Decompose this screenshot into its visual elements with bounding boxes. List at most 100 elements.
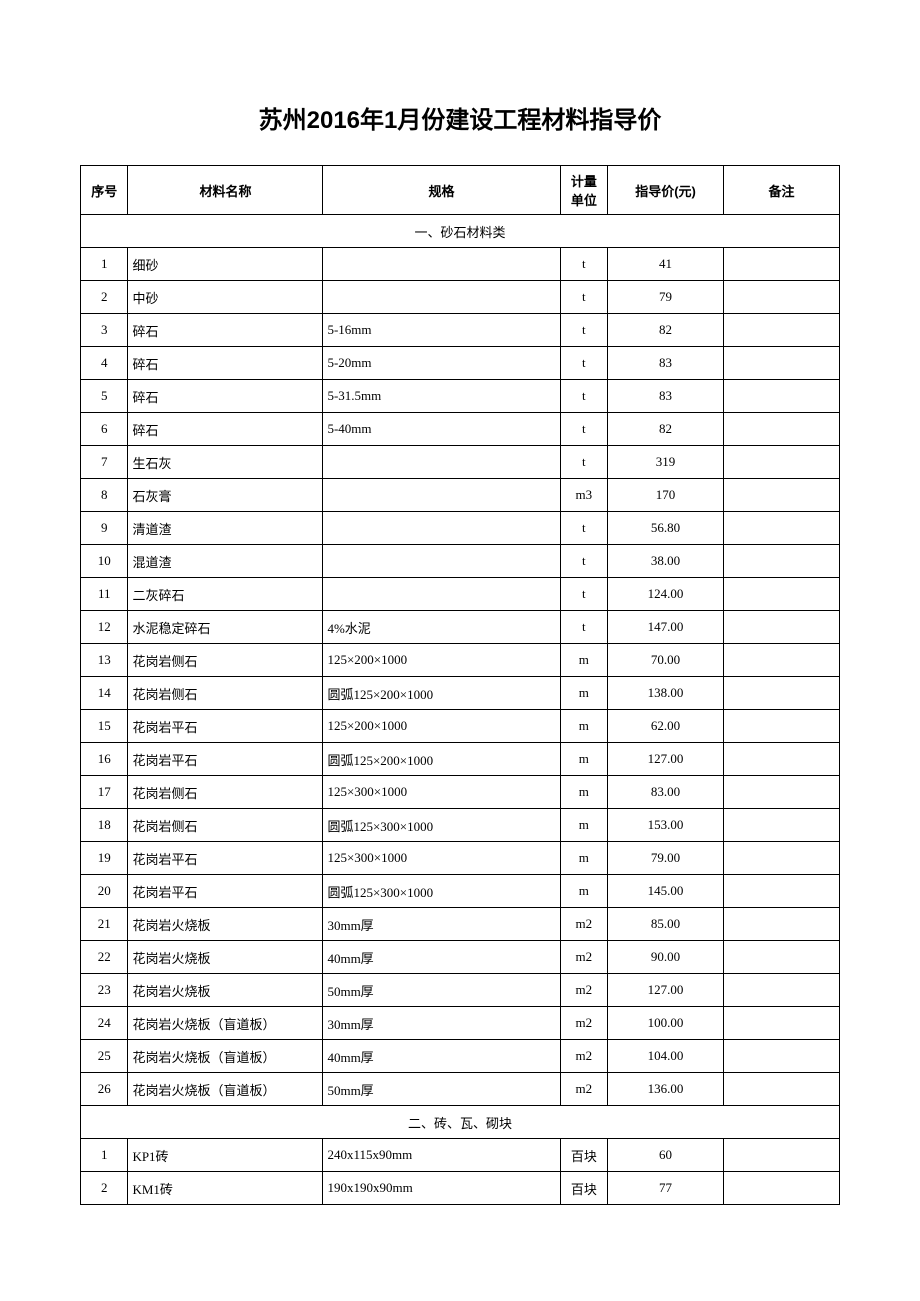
cell-seq: 21 [81,908,128,941]
cell-seq: 2 [81,1172,128,1205]
cell-spec: 圆弧125×300×1000 [323,809,560,842]
cell-name: 水泥稳定碎石 [128,611,323,644]
cell-name: KP1砖 [128,1139,323,1172]
table-row: 9清道渣t56.80 [81,512,840,545]
cell-price: 138.00 [608,677,724,710]
table-body: 一、砂石材料类1细砂t412中砂t793碎石5-16mmt824碎石5-20mm… [81,215,840,1205]
cell-price: 85.00 [608,908,724,941]
cell-spec: 5-20mm [323,347,560,380]
cell-seq: 19 [81,842,128,875]
cell-seq: 7 [81,446,128,479]
cell-name: 花岗岩火烧板 [128,908,323,941]
cell-seq: 14 [81,677,128,710]
cell-price: 82 [608,314,724,347]
cell-unit: m2 [560,974,607,1007]
cell-price: 38.00 [608,545,724,578]
cell-price: 100.00 [608,1007,724,1040]
table-row: 22花岗岩火烧板40mm厚m290.00 [81,941,840,974]
table-row: 2中砂t79 [81,281,840,314]
cell-note [724,1073,840,1106]
cell-unit: 百块 [560,1172,607,1205]
cell-unit: t [560,380,607,413]
cell-seq: 18 [81,809,128,842]
cell-name: 花岗岩侧石 [128,644,323,677]
table-row: 3碎石5-16mmt82 [81,314,840,347]
cell-spec [323,446,560,479]
section-heading-row: 一、砂石材料类 [81,215,840,248]
cell-name: 花岗岩火烧板 [128,941,323,974]
cell-unit: m2 [560,1007,607,1040]
cell-note [724,875,840,908]
cell-seq: 26 [81,1073,128,1106]
cell-note [724,1172,840,1205]
cell-price: 90.00 [608,941,724,974]
cell-name: 生石灰 [128,446,323,479]
cell-price: 145.00 [608,875,724,908]
cell-seq: 12 [81,611,128,644]
cell-spec: 190x190x90mm [323,1172,560,1205]
cell-seq: 15 [81,710,128,743]
cell-unit: t [560,413,607,446]
cell-unit: t [560,347,607,380]
cell-spec: 圆弧125×200×1000 [323,743,560,776]
cell-price: 319 [608,446,724,479]
cell-price: 77 [608,1172,724,1205]
cell-spec: 125×300×1000 [323,842,560,875]
cell-spec: 125×200×1000 [323,710,560,743]
col-header-unit: 计量单位 [560,166,607,215]
cell-unit: m [560,743,607,776]
table-row: 25花岗岩火烧板（盲道板）40mm厚m2104.00 [81,1040,840,1073]
cell-name: 碎石 [128,347,323,380]
cell-price: 147.00 [608,611,724,644]
cell-name: 花岗岩平石 [128,710,323,743]
cell-spec: 4%水泥 [323,611,560,644]
cell-seq: 2 [81,281,128,314]
cell-seq: 24 [81,1007,128,1040]
col-header-spec: 规格 [323,166,560,215]
table-row: 16花岗岩平石圆弧125×200×1000m127.00 [81,743,840,776]
table-row: 11二灰碎石t124.00 [81,578,840,611]
cell-name: 碎石 [128,380,323,413]
cell-note [724,545,840,578]
cell-note [724,743,840,776]
cell-seq: 20 [81,875,128,908]
cell-note [724,710,840,743]
cell-seq: 5 [81,380,128,413]
cell-price: 79 [608,281,724,314]
cell-note [724,974,840,1007]
cell-unit: t [560,248,607,281]
cell-note [724,1139,840,1172]
cell-name: KM1砖 [128,1172,323,1205]
table-row: 23花岗岩火烧板50mm厚m2127.00 [81,974,840,1007]
cell-unit: m [560,677,607,710]
section-heading-cell: 二、砖、瓦、砌块 [81,1106,840,1139]
cell-seq: 4 [81,347,128,380]
cell-note [724,479,840,512]
cell-price: 170 [608,479,724,512]
cell-spec: 125×200×1000 [323,644,560,677]
cell-unit: m [560,644,607,677]
cell-note [724,314,840,347]
cell-note [724,842,840,875]
cell-name: 花岗岩平石 [128,875,323,908]
table-row: 20花岗岩平石圆弧125×300×1000m145.00 [81,875,840,908]
cell-spec [323,281,560,314]
cell-price: 153.00 [608,809,724,842]
cell-seq: 1 [81,248,128,281]
cell-price: 127.00 [608,743,724,776]
cell-note [724,413,840,446]
cell-unit: m3 [560,479,607,512]
cell-unit: m [560,842,607,875]
cell-note [724,1007,840,1040]
table-row: 7生石灰t319 [81,446,840,479]
cell-unit: 百块 [560,1139,607,1172]
cell-note [724,809,840,842]
materials-table: 序号 材料名称 规格 计量单位 指导价(元) 备注 一、砂石材料类1细砂t412… [80,165,840,1205]
col-header-name: 材料名称 [128,166,323,215]
cell-price: 62.00 [608,710,724,743]
cell-seq: 9 [81,512,128,545]
cell-unit: t [560,578,607,611]
cell-spec: 圆弧125×300×1000 [323,875,560,908]
cell-name: 碎石 [128,314,323,347]
cell-note [724,512,840,545]
